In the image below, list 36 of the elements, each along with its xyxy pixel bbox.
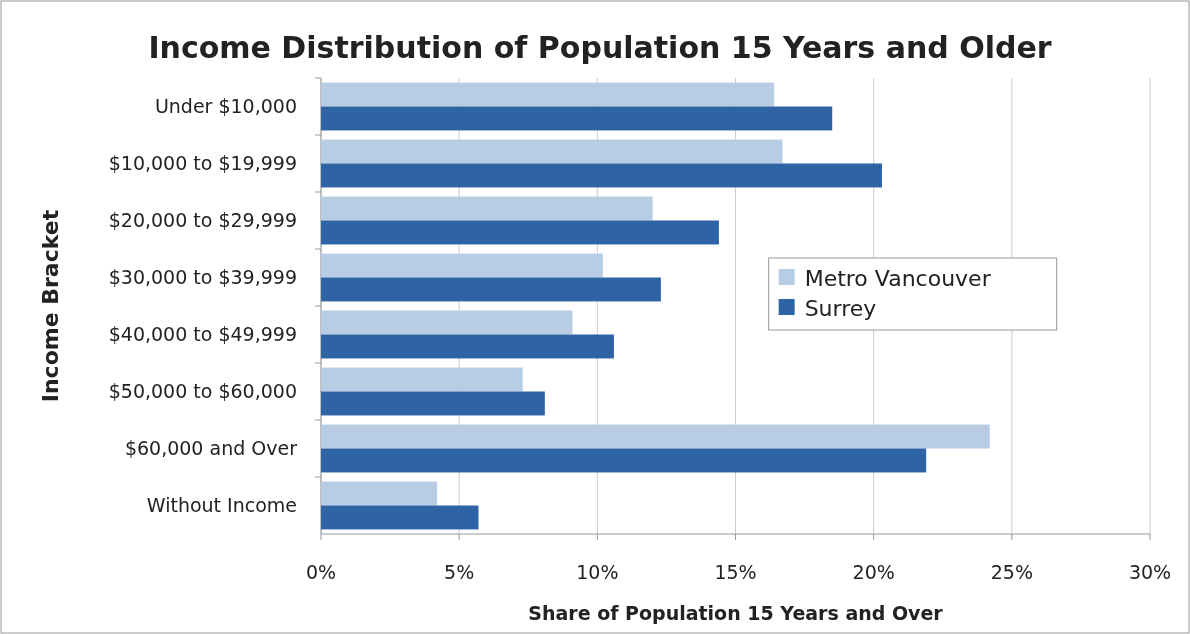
bar [321, 82, 775, 107]
y-tick-label: $10,000 to $19,999 [108, 151, 297, 174]
bar [321, 424, 990, 449]
bar [321, 139, 783, 164]
bar [321, 253, 603, 278]
y-tick-label: Under $10,000 [154, 94, 297, 117]
y-tick-label: $20,000 to $29,999 [108, 208, 297, 231]
y-tick-label: Without Income [146, 493, 297, 516]
bar [321, 505, 479, 530]
y-tick-label: $50,000 to $60,000 [108, 379, 297, 402]
bar [321, 163, 882, 188]
bar [321, 196, 653, 221]
y-axis-title: Income Bracket [38, 209, 63, 403]
bar [321, 220, 719, 245]
x-tick-label: 10% [576, 561, 619, 583]
x-tick-label: 15% [714, 561, 757, 583]
bar [321, 448, 927, 473]
legend-label: Surrey [804, 296, 877, 321]
bar [321, 310, 573, 335]
y-tick-label: $60,000 and Over [124, 436, 298, 459]
x-tick-label: 5% [444, 561, 475, 583]
bar [321, 277, 661, 302]
x-tick-label: 30% [1128, 561, 1172, 583]
bar [321, 106, 833, 131]
y-tick-label: $30,000 to $39,999 [108, 265, 297, 288]
legend-label: Metro Vancouver [804, 266, 992, 291]
bar [321, 391, 545, 416]
bar [321, 367, 523, 392]
y-tick-label: $40,000 to $49,999 [108, 322, 297, 345]
chart-title: Income Distribution of Population 15 Years and Older [148, 30, 1052, 65]
x-axis-title: Share of Population 15 Years and Over [528, 602, 944, 624]
bar [321, 481, 438, 506]
x-tick-label: 0% [305, 561, 337, 583]
x-tick-label: 20% [852, 561, 895, 583]
bar [321, 334, 614, 359]
x-tick-label: 25% [990, 561, 1033, 583]
